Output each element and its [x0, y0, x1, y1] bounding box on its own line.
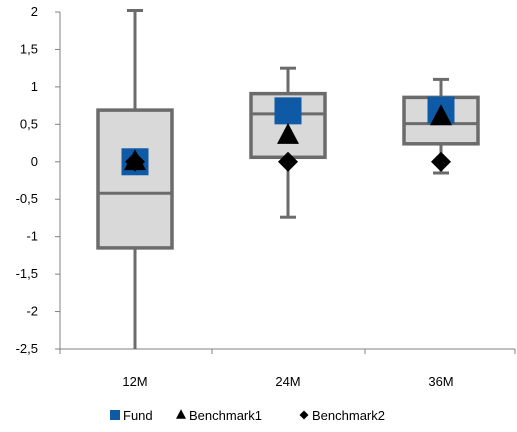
benchmark2-marker-24M: [278, 151, 298, 172]
y-tick-label: 1: [31, 79, 38, 94]
x-tick-label: 36M: [428, 374, 453, 389]
box-body: [96, 108, 174, 250]
fund-marker-24M: [274, 97, 302, 125]
legend-benchmark1-label: Benchmark1: [189, 408, 262, 423]
x-axis: 12M 24M 36M: [59, 348, 516, 389]
y-tick-label: 0: [31, 154, 38, 169]
legend-benchmark2-swatch: [299, 410, 309, 420]
benchmark2-marker-12M: [125, 151, 145, 172]
legend: Fund Benchmark1 Benchmark2: [110, 408, 385, 423]
y-tick-label: -2: [26, 304, 38, 319]
markers: [121, 96, 455, 176]
y-tick-label: -1: [26, 229, 38, 244]
x-tick-label: 24M: [275, 374, 300, 389]
y-tick-label: 0,5: [20, 116, 38, 131]
y-tick-label: 1,5: [20, 41, 38, 56]
benchmark1-marker-24M: [277, 123, 299, 144]
y-tick-label: -1,5: [16, 266, 38, 281]
legend-fund-swatch: [110, 410, 120, 420]
x-tick-label: 12M: [122, 374, 147, 389]
y-axis: 2 1,5 1 0,5 0 -0,5 -1 -1,5 -2 -2,5: [16, 4, 61, 356]
y-tick-label: 2: [31, 4, 38, 19]
legend-fund-label: Fund: [123, 408, 153, 423]
y-tick-label: -0,5: [16, 191, 38, 206]
y-tick-label: -2,5: [16, 341, 38, 356]
legend-benchmark1-swatch: [176, 409, 186, 419]
boxes: [96, 9, 480, 349]
box-12M: [96, 9, 174, 349]
benchmark1-marker-36M: [430, 104, 452, 126]
legend-benchmark2-label: Benchmark2: [312, 408, 385, 423]
benchmark2-marker-36M: [431, 151, 451, 172]
